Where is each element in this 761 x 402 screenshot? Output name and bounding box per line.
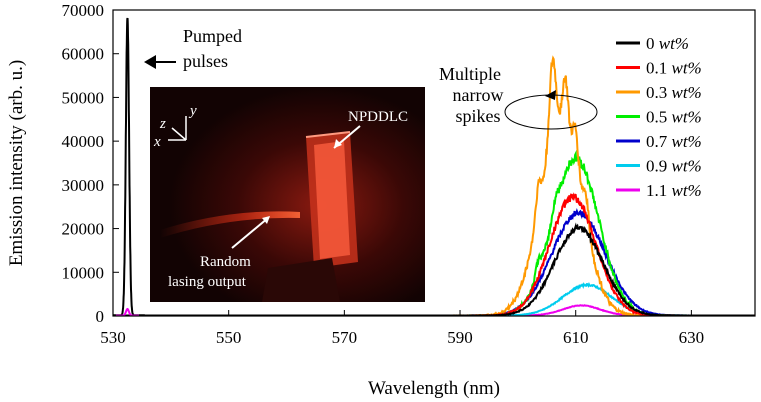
pump-arrowhead [144,55,156,69]
legend-label-6: 1.1 wt% [646,181,702,200]
y-tick-label-60000: 60000 [62,45,105,64]
x-axis-ticks: 530 550 570 590 610 630 [100,310,704,347]
legend-label-value-0: 0 [646,34,659,53]
pump-pulse-line [113,17,145,316]
y-tick-label-50000: 50000 [62,88,105,107]
y-tick-label-40000: 40000 [62,132,105,151]
legend-label-3: 0.5 wt% [646,108,702,127]
legend-label-unit-2: wt% [672,83,702,102]
y-axis-ticks: 0 10000 20000 30000 40000 50000 60000 70000 [62,1,119,326]
pump-label-line1: Pumped [183,26,242,46]
inset-axis-x-label: x [153,134,161,150]
y-tick-label-30000: 30000 [62,176,105,195]
legend: 0 wt%0.1 wt%0.3 wt%0.5 wt%0.7 wt%0.9 wt%… [616,34,702,200]
y-tick-label-20000: 20000 [62,220,105,239]
spikes-ellipse-arrow [545,90,556,100]
axes [112,9,756,317]
x-tick-label-590: 590 [447,328,473,347]
x-axis-title: Wavelength (nm) [368,378,500,399]
legend-label-value-1: 0.1 [646,59,672,78]
y-axis-title: Emission intensity (arb. u.) [6,60,27,266]
pump-label-line2: pulses [183,51,228,71]
inset-holder [262,258,340,302]
inset-sample-label: NPDDLC [348,109,408,125]
spikes-ellipse [504,94,598,130]
legend-label-unit-3: wt% [672,108,702,127]
inset-photo: NPDDLC Random lasing output y x z [150,87,425,302]
spikes-label-line1: Multiple [439,64,501,84]
x-tick-label-550: 550 [216,328,242,347]
x-tick-label-570: 570 [332,328,358,347]
plot-frame [112,9,756,317]
legend-label-value-6: 1.1 [646,181,672,200]
inset-axis-y-label: y [188,103,197,119]
narrow-spikes-annotation: Multiple narrow spikes [439,64,598,130]
legend-label-unit-4: wt% [672,132,702,151]
y-tick-label-70000: 70000 [62,1,105,20]
x-tick-label-530: 530 [100,328,126,347]
inset-sample-top-edge [305,131,351,138]
legend-label-5: 0.9 wt% [646,157,702,176]
y-tick-label-0: 0 [96,307,105,326]
legend-label-value-2: 0.3 [646,83,672,102]
inset-output-arrowhead [262,216,270,224]
inset-output-label-line1: Random [200,254,251,270]
legend-label-unit-5: wt% [672,157,702,176]
legend-label-value-5: 0.9 [646,157,672,176]
pumped-pulses-annotation: Pumped pulses [144,26,242,71]
legend-label-unit-1: wt% [672,59,702,78]
inset-output-arrow [231,217,269,249]
inset-coordinate-axes [168,116,187,141]
x-tick-label-610: 610 [563,328,589,347]
x-tick-label-630: 630 [679,328,705,347]
legend-label-0: 0 wt% [646,34,689,53]
inset-axis-z-label: z [159,116,166,132]
y-tick-label-10000: 10000 [62,263,105,282]
legend-label-4: 0.7 wt% [646,132,702,151]
legend-label-1: 0.1 wt% [646,59,702,78]
spikes-label-line2: narrow [453,85,504,105]
legend-label-unit-6: wt% [672,181,702,200]
spikes-label-line3: spikes [456,106,501,126]
inset-sample-glow [314,141,350,259]
legend-label-2: 0.3 wt% [646,83,702,102]
legend-label-value-3: 0.5 [646,108,672,127]
legend-label-value-4: 0.7 [646,132,672,151]
inset-output-label-line2: lasing output [168,274,247,290]
legend-label-unit-0: wt% [659,34,689,53]
inset-sample-arrowhead [334,139,342,148]
